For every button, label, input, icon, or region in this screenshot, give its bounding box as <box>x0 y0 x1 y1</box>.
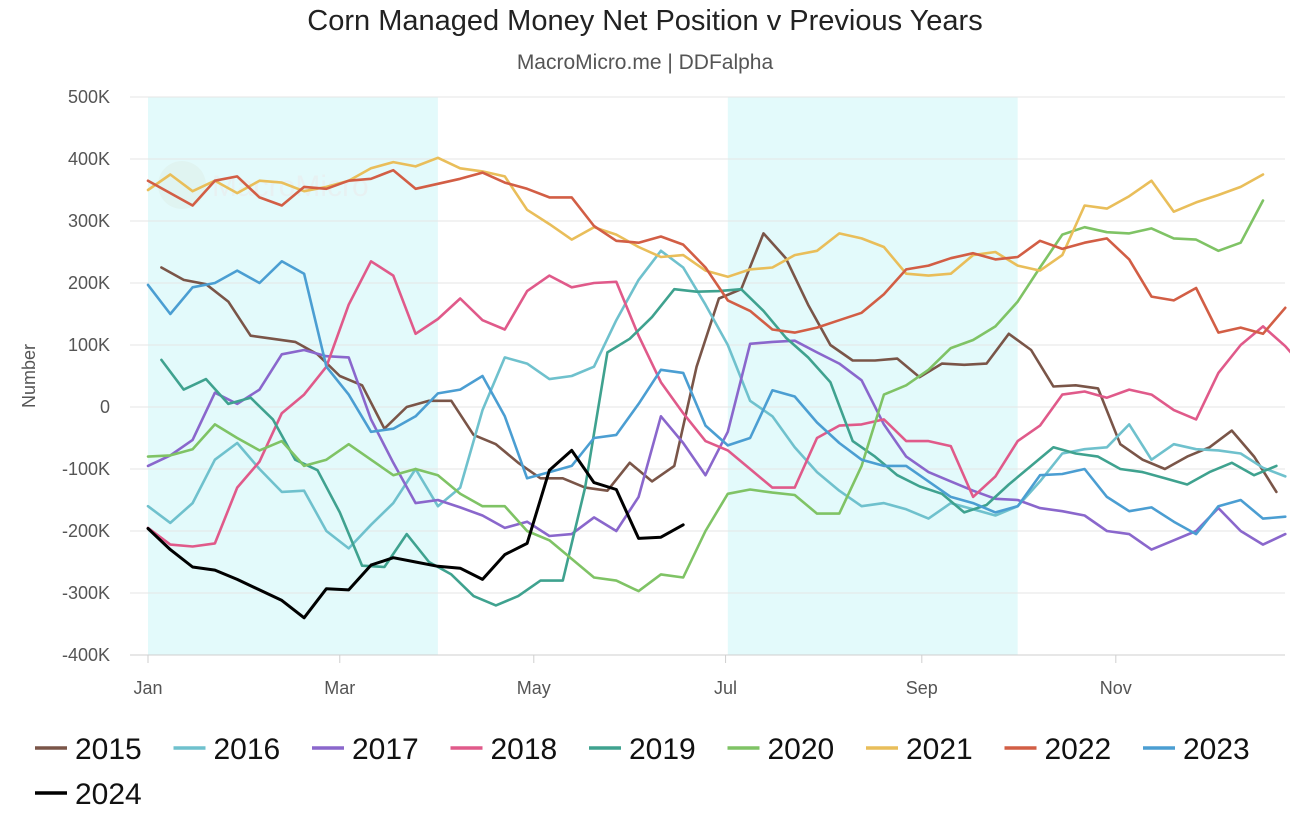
shaded-regions <box>148 97 1018 655</box>
legend-label: 2018 <box>491 733 558 766</box>
legend-item-2017[interactable]: 2017 <box>312 733 419 766</box>
series-line-2015 <box>160 232 1278 494</box>
y-axis-ticks: 500K 400K 300K 200K 100K 0 -100K -200K -300K -400… <box>62 87 110 665</box>
series-lines <box>146 156 1290 620</box>
legend-item-2018[interactable]: 2018 <box>450 733 558 766</box>
y-tick-label: -200K <box>62 521 110 541</box>
series-line-2020 <box>146 199 1265 593</box>
chart-title: Corn Managed Money Net Position v Previo… <box>307 5 982 37</box>
y-tick-label: -300K <box>62 583 110 603</box>
y-tick-label: -400K <box>62 645 110 665</box>
series-line-2016 <box>146 249 1287 550</box>
legend-item-2015[interactable]: 2015 <box>35 733 142 766</box>
legend-label: 2023 <box>1183 733 1250 766</box>
legend-label: 2019 <box>629 733 696 766</box>
y-tick-label: -100K <box>62 459 110 479</box>
series-line-2022 <box>146 168 1287 336</box>
y-axis-label: Number <box>19 344 39 408</box>
legend-label: 2017 <box>352 733 419 766</box>
legend-label: 2021 <box>906 733 973 766</box>
legend-label: 2020 <box>768 733 835 766</box>
legend-item-2021[interactable]: 2021 <box>866 733 973 766</box>
x-tick-label: Jul <box>714 678 737 698</box>
series-line-2023 <box>146 259 1287 536</box>
series-line-2018 <box>146 259 1290 548</box>
legend: 2015 2016 2017 2018 2019 2020 2021 2022 2023 2024 <box>35 733 1250 811</box>
x-axis-ticks: Jan Mar May Jul Sep Nov <box>133 655 1132 698</box>
shaded-band-2 <box>727 97 1018 655</box>
y-tick-label: 100K <box>68 335 110 355</box>
x-tick-label: May <box>517 678 551 698</box>
legend-label: 2024 <box>75 778 142 811</box>
x-tick-label: Sep <box>906 678 938 698</box>
legend-label: 2016 <box>214 733 281 766</box>
legend-item-2022[interactable]: 2022 <box>1004 733 1112 766</box>
series-line-2017 <box>146 339 1287 551</box>
y-tick-label: 200K <box>68 273 110 293</box>
legend-item-2024[interactable]: 2024 <box>35 778 142 811</box>
macromicro-logo-icon <box>158 161 206 209</box>
legend-label: 2015 <box>75 733 142 766</box>
legend-item-2019[interactable]: 2019 <box>589 733 696 766</box>
series-line-2024 <box>146 448 685 620</box>
y-tick-label: 300K <box>68 211 110 231</box>
legend-item-2016[interactable]: 2016 <box>173 733 281 766</box>
y-tick-label: 500K <box>68 87 110 107</box>
y-tick-label: 0 <box>100 397 110 417</box>
y-tick-label: 400K <box>68 149 110 169</box>
chart-subtitle: MacroMicro.me | DDFalpha <box>517 51 774 74</box>
legend-label: 2022 <box>1045 733 1112 766</box>
x-tick-label: Nov <box>1100 678 1132 698</box>
x-tick-label: Jan <box>133 678 162 698</box>
x-tick-label: Mar <box>324 678 355 698</box>
series-line-2019 <box>160 287 1278 607</box>
legend-item-2020[interactable]: 2020 <box>727 733 835 766</box>
legend-item-2023[interactable]: 2023 <box>1143 733 1250 766</box>
